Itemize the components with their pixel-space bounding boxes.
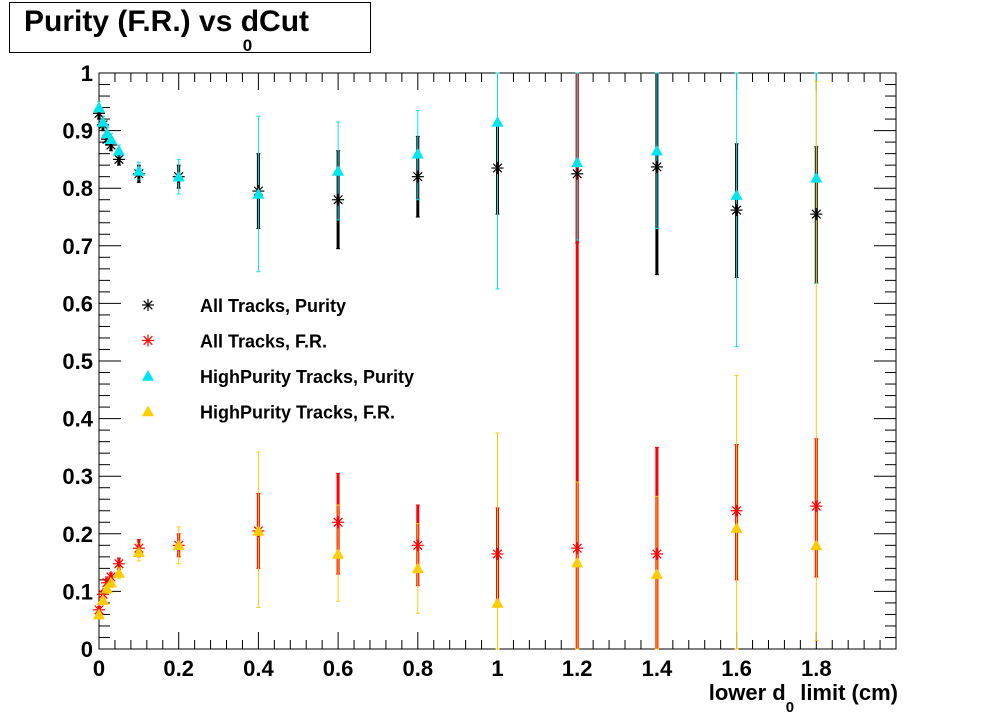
x-tick-label: 0.2 [163, 656, 194, 681]
x-tick-label: 1.4 [642, 656, 673, 681]
x-tick-label: 1.8 [801, 656, 832, 681]
legend-marker [142, 405, 154, 417]
data-point [730, 204, 743, 217]
data-point [332, 516, 345, 529]
data-point [491, 162, 504, 175]
data-point [93, 101, 105, 113]
x-tick-label: 1 [491, 656, 503, 681]
y-tick-label: 0.6 [62, 291, 93, 316]
plot-title-subscript: 0 [242, 36, 253, 55]
axes: 0 0.1 0.2 0.3 0.4 0.5 0.6 0.7 0.8 0.9 1 0 0.2 0.4 0.6 0… [62, 61, 897, 681]
legend-label: HighPurity Tracks, Purity [200, 367, 414, 387]
legend: All Tracks, Purity All Tracks, F.R. HighPu… [142, 296, 414, 423]
x-axis-title-suffix: limit (cm) [794, 680, 898, 705]
x-tick-label: 1.6 [721, 656, 752, 681]
data-point [810, 500, 823, 513]
y-tick-label: 0.8 [62, 176, 93, 201]
data-point [172, 539, 185, 551]
data-point [491, 115, 504, 127]
x-tick-label: 1.2 [562, 656, 593, 681]
x-axis-title-subscript: 0 [786, 699, 794, 716]
x-axis-title-prefix: lower d [709, 680, 786, 705]
plot-title-prefix: Purity (F.R.) vs [24, 5, 241, 38]
data-point [730, 189, 743, 200]
data-point [571, 542, 584, 555]
x-tick-label: 0.6 [323, 656, 354, 681]
data-point [810, 171, 823, 183]
data-point [100, 582, 113, 594]
y-tick-label: 0.5 [62, 349, 93, 374]
y-tick-label: 1 [81, 61, 93, 86]
x-tick-label: 0.4 [243, 656, 274, 681]
data-point [491, 596, 504, 608]
data-point [650, 144, 663, 156]
plot-title-suffix: Cut [259, 5, 310, 38]
data-point [93, 608, 105, 620]
data-point [730, 522, 743, 533]
x-tick-label: 0 [93, 656, 105, 681]
data-point [112, 144, 125, 156]
y-tick-label: 0.3 [62, 464, 93, 489]
data-point [96, 594, 109, 605]
x-axis-title: lower d0 limit (cm) [709, 680, 898, 716]
data-point [571, 167, 584, 180]
plot-title: Purity (F.R.) vs d 0 Cut [24, 5, 310, 55]
y-tick-label: 0.2 [62, 522, 93, 547]
data-point [104, 133, 117, 145]
data-point [650, 568, 663, 579]
data-point [252, 187, 265, 199]
data-point [730, 504, 743, 517]
data-point [571, 156, 584, 168]
data-point [332, 193, 345, 206]
data-point [411, 562, 424, 574]
data-point [252, 524, 265, 536]
legend-label: All Tracks, F.R. [200, 332, 327, 352]
legend-label: All Tracks, Purity [200, 296, 346, 316]
error-bars [97, 72, 819, 650]
legend-label: HighPurity Tracks, F.R. [200, 403, 395, 423]
y-tick-label: 0 [81, 637, 93, 662]
markers [93, 101, 823, 620]
data-point [810, 539, 823, 551]
data-point [104, 576, 117, 588]
legend-marker [142, 334, 154, 347]
y-tick-label: 0.4 [62, 407, 93, 432]
data-point [172, 170, 185, 182]
legend-marker [142, 299, 154, 311]
data-point [96, 115, 109, 127]
y-tick-label: 0.9 [62, 119, 93, 144]
data-point [332, 164, 345, 176]
data-point [132, 546, 145, 558]
legend-marker [142, 370, 154, 381]
data-point [571, 556, 584, 568]
data-point [332, 547, 345, 559]
y-tick-label: 0.1 [62, 579, 93, 604]
data-point [650, 547, 663, 560]
plot-title-box: Purity (F.R.) vs d 0 Cut [9, 2, 371, 55]
x-tick-label: 0.8 [403, 656, 434, 681]
data-point [491, 547, 504, 560]
data-point [411, 539, 424, 552]
data-point [132, 164, 145, 176]
data-point [650, 160, 663, 173]
data-point [810, 208, 823, 221]
y-tick-label: 0.7 [62, 234, 93, 259]
data-point [411, 170, 424, 183]
data-point [411, 147, 424, 159]
data-point [112, 566, 125, 578]
